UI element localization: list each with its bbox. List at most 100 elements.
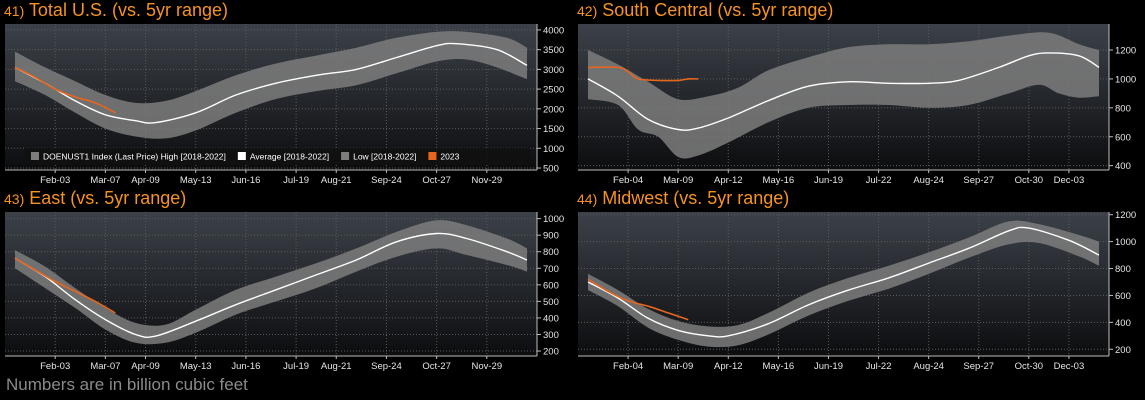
current-year-line (14, 257, 116, 314)
panel-total-us: 500 1000 1500 2000 2500 3000 3500 4000 Feb-03 Mar… (0, 0, 573, 188)
x-tick-label: Mar-07 (90, 361, 120, 372)
x-tick-label: Apr-12 (714, 175, 743, 186)
average-line (14, 42, 528, 124)
legend-box (25, 148, 530, 164)
average-line (587, 226, 1100, 338)
x-tick-label: Nov-29 (471, 175, 502, 186)
current-year-line (14, 66, 116, 114)
y-tick-label: 1200 (1115, 210, 1136, 221)
panel-title: 41) Total U.S. (vs. 5yr range) (4, 0, 228, 21)
legend-current-label: 2023 (440, 152, 459, 162)
range-band-area (15, 220, 527, 345)
x-tick-label: Oct-30 (1015, 175, 1044, 186)
panel-number[interactable]: 44) (577, 191, 598, 207)
legend-high-label: DOENUST1 Index (Last Price) High [2018-2… (43, 152, 226, 162)
current-year-line (587, 66, 699, 82)
x-tick-label: Sep-27 (963, 175, 994, 186)
y-tick-label: 3000 (543, 65, 564, 76)
x-tick-label: Aug-24 (913, 175, 944, 186)
y-tick-label: 1000 (1115, 237, 1136, 248)
panel-title-text: Total U.S. (vs. 5yr range) (28, 0, 228, 20)
y-tick-label: 1000 (543, 144, 564, 155)
panel-title: 44) Midwest (vs. 5yr range) (577, 188, 789, 209)
range-band-area (588, 32, 1099, 159)
x-tick-label: Jul-22 (866, 361, 892, 372)
x-tick-label: Sep-27 (963, 361, 994, 372)
x-tick-label: Sep-24 (371, 175, 402, 186)
y-tick-label: 700 (543, 264, 559, 275)
y-tick-label: 900 (543, 231, 559, 242)
y-tick-label: 600 (1115, 132, 1131, 143)
range-band-area (588, 220, 1099, 348)
x-tick-label: Jun-16 (231, 361, 260, 372)
panel-title: 43) East (vs. 5yr range) (4, 188, 186, 209)
x-tick-label: Feb-03 (40, 175, 70, 186)
panel-east: 200 300 400 500 600 700 800 900 1000 Feb-03 Mar-07… (0, 188, 573, 374)
footnote: Numbers are in billion cubic feet (6, 375, 248, 394)
legend-average-label: Average [2018-2022] (250, 152, 329, 162)
x-tick-label: Feb-03 (40, 361, 70, 372)
y-tick-label: 400 (1115, 161, 1131, 172)
y-tick-label: 2000 (543, 104, 564, 115)
y-tick-label: 600 (1115, 291, 1131, 302)
y-tick-label: 4000 (543, 25, 564, 36)
average-line (14, 232, 528, 338)
y-tick-label: 200 (543, 347, 559, 358)
x-tick-label: Jul-22 (866, 175, 892, 186)
y-tick-label: 400 (1115, 318, 1131, 329)
legend-average-swatch (237, 152, 246, 160)
x-tick-label: Feb-04 (613, 361, 643, 372)
x-tick-label: Oct-30 (1015, 361, 1044, 372)
x-tick-label: Apr-09 (131, 361, 160, 372)
y-tick-label: 1000 (543, 214, 564, 225)
panel-south-central: 400 600 800 1000 1200 Feb-04 Mar-09 Apr-12 May-1… (573, 0, 1145, 188)
chart-south-central: 400 600 800 1000 1200 Feb-04 Mar-09 Apr-12 May-1… (578, 24, 1136, 186)
current-year-line (587, 278, 689, 321)
x-tick-label: Jul-19 (283, 175, 309, 186)
y-tick-label: 200 (1115, 345, 1131, 356)
x-tick-label: Oct-27 (422, 175, 451, 186)
y-tick-label: 1000 (1115, 74, 1136, 85)
x-tick-label: Jun-16 (231, 175, 260, 186)
x-tick-label: Mar-07 (90, 175, 120, 186)
legend-current-swatch (428, 152, 437, 160)
panel-title-text: South Central (vs. 5yr range) (602, 0, 834, 20)
x-tick-label: Aug-24 (913, 361, 944, 372)
panel-title: 42) South Central (vs. 5yr range) (577, 0, 833, 21)
x-tick-label: Jul-19 (283, 361, 309, 372)
x-tick-label: May-13 (180, 175, 212, 186)
x-tick-label: May-16 (763, 175, 795, 186)
panel-midwest: 200 400 600 800 1000 1200 Feb-04 Mar-09 Apr-12 Ma… (573, 188, 1145, 374)
x-tick-label: Jun-19 (814, 361, 843, 372)
y-tick-label: 2500 (543, 85, 564, 96)
y-tick-label: 500 (543, 164, 559, 175)
panel-number[interactable]: 41) (4, 3, 25, 19)
y-tick-label: 1200 (1115, 46, 1136, 57)
panel-title-text: East (vs. 5yr range) (29, 188, 187, 208)
y-tick-label: 500 (543, 297, 559, 308)
legend-low-label: Low [2018-2022] (353, 152, 416, 162)
x-tick-label: Nov-29 (471, 361, 502, 372)
x-tick-label: Jun-19 (814, 175, 843, 186)
panel-title-text: Midwest (vs. 5yr range) (602, 188, 790, 208)
x-tick-label: Mar-09 (663, 361, 693, 372)
x-tick-label: Apr-09 (131, 175, 160, 186)
legend-low-swatch (341, 152, 350, 160)
y-tick-label: 800 (1115, 103, 1131, 114)
panel-number[interactable]: 42) (577, 3, 598, 19)
y-tick-label: 1500 (543, 124, 564, 135)
x-tick-label: Sep-24 (371, 361, 402, 372)
x-tick-label: Aug-21 (321, 361, 352, 372)
x-tick-label: Mar-09 (663, 175, 693, 186)
panel-number[interactable]: 43) (4, 191, 25, 207)
y-tick-label: 400 (543, 313, 559, 324)
x-tick-label: May-16 (763, 361, 795, 372)
x-tick-label: Dec-03 (1054, 175, 1085, 186)
x-tick-label: Apr-12 (714, 361, 743, 372)
legend-high-swatch (31, 152, 39, 160)
x-tick-label: Dec-03 (1054, 361, 1085, 372)
y-tick-label: 800 (1115, 264, 1131, 275)
average-line (587, 52, 1100, 131)
chart-total-us: 500 1000 1500 2000 2500 3000 3500 4000 Feb-03 Mar… (5, 24, 564, 186)
x-tick-label: Feb-04 (613, 175, 643, 186)
